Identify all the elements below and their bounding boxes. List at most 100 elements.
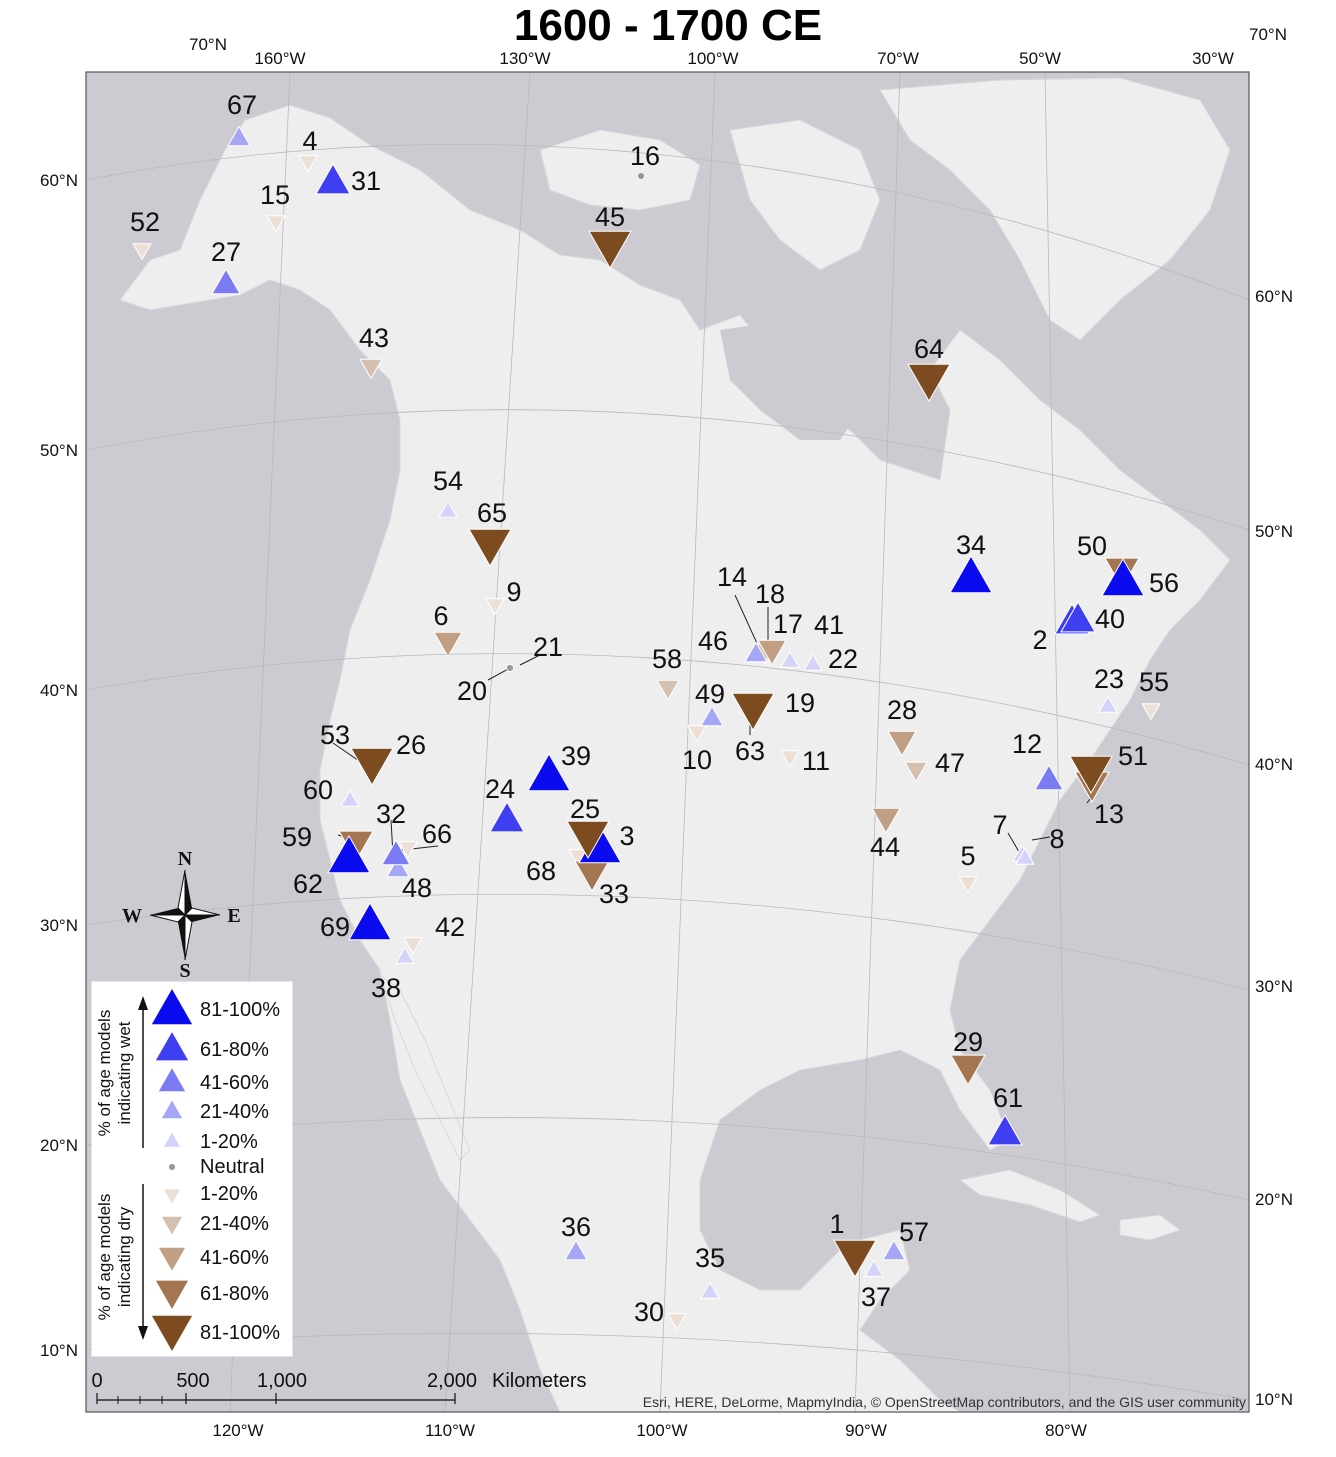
- legend-wet-symbol: [160, 1098, 184, 1120]
- label-right-lat: 10°N: [1255, 1390, 1293, 1409]
- site-label: 10: [682, 745, 712, 775]
- graticule-110w: [444, 71, 531, 1413]
- legend-wet-symbol: [150, 986, 194, 1026]
- scale-bar: 0 500 1,000 2,000 Kilometers: [91, 1370, 586, 1404]
- site-label: 9: [506, 577, 521, 607]
- site-label: 54: [433, 466, 463, 496]
- compass-west-arm-light: [149, 914, 187, 923]
- site-label: 58: [652, 644, 682, 674]
- site-marker-47: [904, 761, 928, 783]
- graticule-50n: [85, 409, 1250, 531]
- site-label: 69: [320, 912, 350, 942]
- site-marker-6: [433, 631, 463, 658]
- site-marker-19: [731, 692, 775, 732]
- site-label: 36: [561, 1212, 591, 1242]
- legend-wet-symbol: [154, 1030, 190, 1062]
- legend-neutral-label: Neutral: [200, 1156, 264, 1178]
- scale-unit: Kilometers: [492, 1370, 586, 1392]
- site-label: 64: [914, 334, 944, 364]
- legend-neutral-symbol: [168, 1163, 176, 1171]
- legend-wet-title-1: % of age models: [95, 1010, 114, 1137]
- legend-wet-title-2: indicating wet: [115, 1021, 134, 1124]
- compass-north-arm: [185, 870, 192, 915]
- site-label: 11: [802, 746, 830, 776]
- legend-item-label: 61-80%: [200, 1283, 269, 1305]
- site-marker-61: [987, 1114, 1023, 1146]
- legend: % of age models indicating wet % of age …: [91, 981, 293, 1357]
- compass-n: N: [178, 848, 193, 870]
- label-top-lon: 50°W: [1019, 49, 1061, 68]
- site-marker-57: [882, 1239, 906, 1261]
- compass-rose: N S E W: [122, 848, 241, 982]
- legend-dry-symbol: [162, 1188, 182, 1206]
- site-label: 4: [302, 126, 317, 156]
- site-label: 13: [1094, 799, 1124, 829]
- site-label: 5: [960, 841, 975, 871]
- site-label: 17: [773, 609, 803, 639]
- site-marker-64: [907, 363, 951, 403]
- scale-tick-label: 1,000: [257, 1370, 307, 1392]
- site-marker-1: [833, 1239, 877, 1279]
- map-frame: [85, 71, 1250, 1413]
- site-label: 2: [1032, 625, 1047, 655]
- site-marker-42: [403, 937, 423, 955]
- legend-item-label: 41-60%: [200, 1247, 269, 1269]
- site-marker-46: [744, 641, 768, 663]
- label-bottom-lon: 100°W: [636, 1421, 687, 1440]
- site-label: 8: [1049, 824, 1064, 854]
- label-bottom-lon: 90°W: [845, 1421, 887, 1440]
- site-marker-54: [438, 500, 458, 518]
- site-marker-15: [266, 215, 286, 233]
- site-marker-36: [564, 1239, 588, 1261]
- legend-dry-title-2: indicating dry: [115, 1206, 134, 1307]
- site-marker-35: [700, 1281, 720, 1299]
- site-label: 66: [422, 819, 452, 849]
- site-label: 15: [260, 180, 290, 210]
- site-marker-23: [1098, 695, 1118, 713]
- compass-east-arm: [185, 915, 220, 922]
- site-label: 43: [359, 323, 389, 353]
- site-marker-69: [348, 901, 392, 941]
- map-title: 1600 - 1700 CE: [514, 1, 822, 50]
- site-label: 60: [303, 775, 333, 805]
- site-marker-25: [566, 820, 610, 860]
- label-top-lon: 100°W: [687, 49, 738, 68]
- site-marker-29: [950, 1054, 986, 1086]
- label-right-lat: 30°N: [1255, 977, 1293, 996]
- site-marker-52: [132, 243, 152, 261]
- label-left-lat: 30°N: [40, 916, 78, 935]
- legend-item-label: 1-20%: [200, 1183, 258, 1205]
- compass-e: E: [227, 905, 240, 927]
- site-marker-30: [667, 1313, 687, 1331]
- scale-tick-label: 2,000: [427, 1370, 477, 1392]
- site-marker-49: [700, 705, 724, 727]
- site-label: 27: [211, 237, 241, 267]
- sites-layer: [132, 125, 1161, 1331]
- site-label: 53: [320, 720, 350, 750]
- site-label: 63: [735, 736, 765, 766]
- land-baffin: [729, 119, 881, 271]
- legend-item-label: 81-100%: [200, 1322, 280, 1344]
- site-marker-60: [340, 789, 360, 807]
- hudson-bay: [720, 320, 860, 440]
- site-label: 50: [1077, 531, 1107, 561]
- site-label: 29: [953, 1027, 983, 1057]
- label-left-lat: 20°N: [40, 1136, 78, 1155]
- site-marker-16: [637, 172, 645, 180]
- land-cuba: [958, 1169, 1102, 1223]
- site-marker-28: [887, 730, 917, 757]
- site-marker-41: [780, 650, 800, 668]
- site-marker-45: [588, 230, 632, 270]
- site-marker-67: [227, 125, 251, 147]
- label-right-lat: 40°N: [1255, 755, 1293, 774]
- site-marker-5: [958, 876, 978, 894]
- site-label: 28: [887, 695, 917, 725]
- graticule-60n: [85, 144, 1250, 301]
- site-label: 38: [371, 973, 401, 1003]
- site-marker-21: [506, 664, 514, 672]
- site-label: 22: [828, 644, 858, 674]
- site-label: 6: [433, 601, 448, 631]
- legend-dry-symbol: [150, 1314, 194, 1354]
- land-masses: [119, 77, 1231, 1413]
- label-bottom-lon: 120°W: [212, 1421, 263, 1440]
